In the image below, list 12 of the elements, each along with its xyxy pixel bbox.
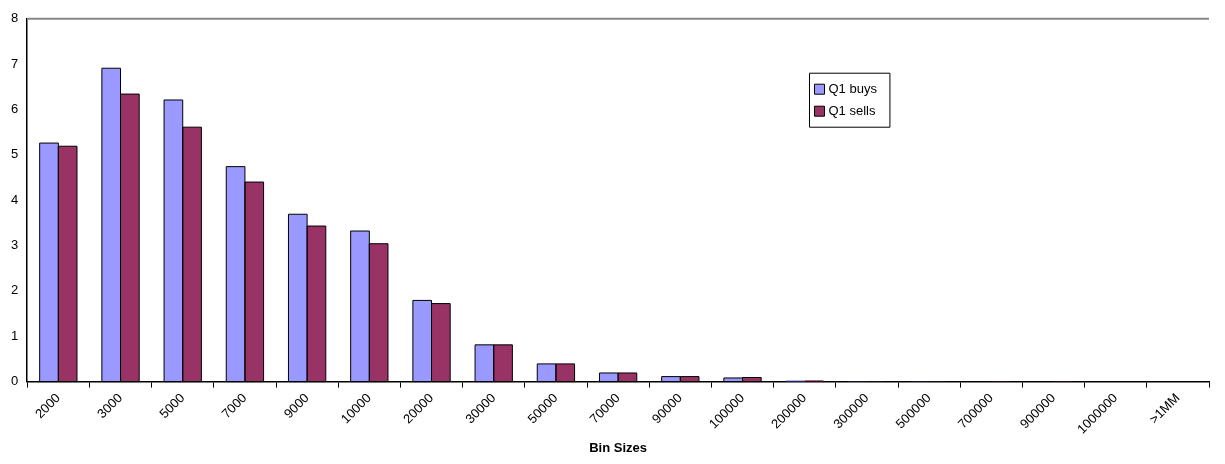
x-axis-title: Bin Sizes: [589, 439, 648, 455]
y-tick-label: 8: [11, 10, 19, 26]
y-tick-label: 5: [11, 146, 19, 162]
y-tick-label: 0: [11, 373, 19, 389]
legend-label: Q1 sells: [828, 102, 876, 118]
y-tick-label: 1: [11, 327, 19, 343]
y-tick-label: 4: [11, 191, 19, 207]
y-tick-label: 7: [11, 55, 19, 71]
y-tick-label: 6: [11, 101, 19, 117]
legend-label: Q1 buys: [828, 80, 878, 96]
y-tick-label: 2: [11, 282, 19, 298]
y-tick-label: 3: [11, 237, 19, 253]
